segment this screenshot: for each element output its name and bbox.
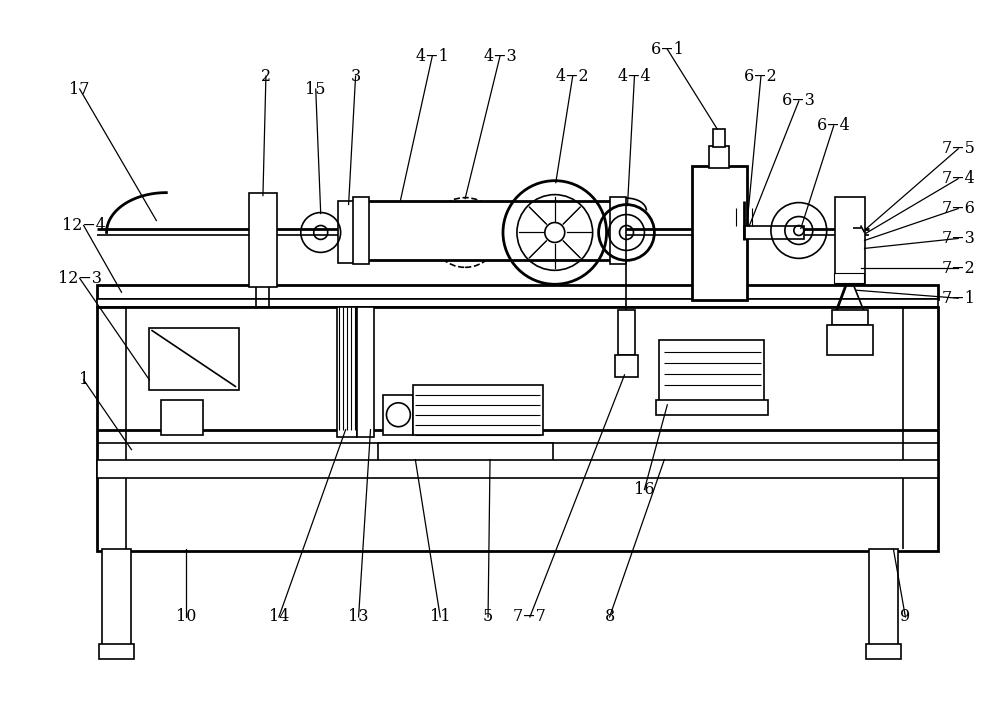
- Bar: [618, 310, 635, 355]
- Bar: [866, 644, 901, 659]
- Text: 12−3: 12−3: [58, 270, 102, 287]
- Text: 2: 2: [261, 68, 271, 84]
- Text: 17: 17: [69, 80, 90, 98]
- Bar: [656, 400, 768, 415]
- Bar: [839, 201, 861, 280]
- Bar: [744, 225, 804, 239]
- Bar: [97, 460, 938, 477]
- Text: 12−4: 12−4: [62, 217, 106, 234]
- Text: 7−5: 7−5: [941, 140, 975, 157]
- Bar: [341, 206, 353, 260]
- Text: 7−3: 7−3: [941, 230, 975, 247]
- Bar: [337, 307, 357, 436]
- Text: 4−4: 4−4: [618, 68, 651, 84]
- Bar: [834, 273, 864, 283]
- Bar: [97, 299, 938, 307]
- Text: 4−2: 4−2: [556, 68, 590, 84]
- Bar: [357, 307, 374, 436]
- Bar: [869, 549, 898, 649]
- Bar: [97, 307, 938, 551]
- Text: 7−1: 7−1: [941, 290, 975, 307]
- Bar: [659, 340, 764, 405]
- Text: 6−3: 6−3: [782, 92, 816, 110]
- Bar: [383, 395, 413, 434]
- Text: 7−4: 7−4: [941, 170, 975, 187]
- Text: 6−2: 6−2: [744, 68, 778, 84]
- Bar: [832, 310, 868, 325]
- Text: 10: 10: [176, 608, 196, 625]
- Bar: [827, 325, 873, 355]
- Text: 3: 3: [350, 68, 361, 84]
- Text: 8: 8: [604, 608, 615, 625]
- Text: 5: 5: [483, 608, 493, 625]
- Text: 1: 1: [79, 372, 89, 389]
- Bar: [713, 129, 725, 147]
- Bar: [413, 385, 543, 434]
- Bar: [149, 328, 239, 390]
- Bar: [99, 644, 134, 659]
- Bar: [97, 285, 938, 299]
- Text: 7−6: 7−6: [941, 200, 975, 217]
- Text: 16: 16: [634, 481, 655, 498]
- Bar: [610, 196, 626, 264]
- Bar: [338, 201, 356, 263]
- Bar: [161, 400, 203, 434]
- Text: 11: 11: [430, 608, 450, 625]
- Text: 6−4: 6−4: [817, 118, 851, 134]
- Bar: [709, 146, 729, 168]
- Bar: [353, 196, 369, 264]
- Bar: [835, 196, 865, 284]
- Text: 6−1: 6−1: [650, 41, 684, 58]
- Text: 4−1: 4−1: [415, 48, 449, 65]
- Bar: [356, 201, 615, 260]
- Text: 14: 14: [269, 608, 289, 625]
- Bar: [102, 549, 131, 649]
- Text: 4−3: 4−3: [483, 48, 517, 65]
- Text: 7−7: 7−7: [513, 608, 547, 625]
- Bar: [378, 443, 553, 460]
- Text: 15: 15: [305, 80, 326, 98]
- Text: 7−2: 7−2: [941, 260, 975, 277]
- Bar: [249, 193, 277, 287]
- Bar: [615, 355, 638, 377]
- Text: 9: 9: [900, 608, 911, 625]
- Bar: [692, 165, 747, 300]
- Text: 13: 13: [348, 608, 369, 625]
